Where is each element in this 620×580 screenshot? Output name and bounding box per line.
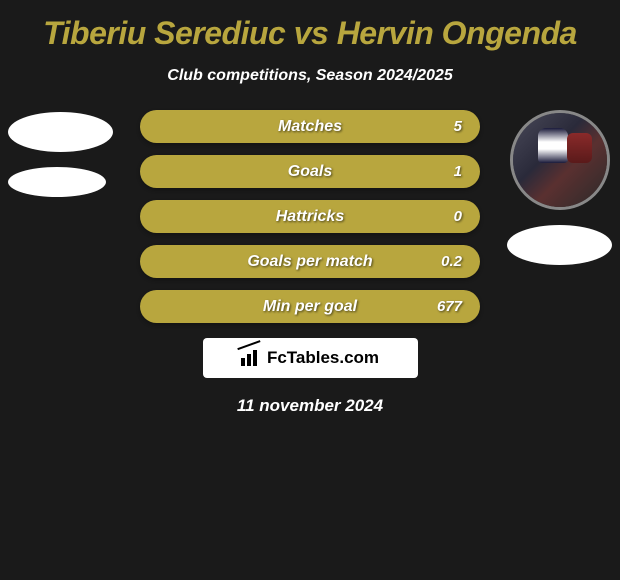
- right-avatars: [507, 110, 612, 265]
- stat-label: Goals per match: [247, 253, 372, 271]
- player-avatar-image: [513, 113, 607, 207]
- stat-bar-matches: Matches 5: [140, 110, 480, 143]
- avatar-placeholder-left-1: [8, 112, 113, 152]
- page-title: Tiberiu Serediuc vs Hervin Ongenda: [0, 15, 620, 52]
- stat-label: Matches: [278, 118, 342, 136]
- stat-label: Hattricks: [276, 208, 344, 226]
- left-avatars: [8, 112, 113, 197]
- stat-bar-hattricks: Hattricks 0: [140, 200, 480, 233]
- stat-value: 5: [454, 118, 462, 135]
- logo-text: FcTables.com: [267, 348, 379, 368]
- stat-bar-goals-per-match: Goals per match 0.2: [140, 245, 480, 278]
- logo-box[interactable]: FcTables.com: [203, 338, 418, 378]
- stat-label: Min per goal: [263, 298, 357, 316]
- stats-section: Matches 5 Goals 1 Hattricks 0 Goals per …: [0, 110, 620, 323]
- stat-value: 0: [454, 208, 462, 225]
- stat-bar-min-per-goal: Min per goal 677: [140, 290, 480, 323]
- logo-section: FcTables.com: [0, 338, 620, 378]
- date-text: 11 november 2024: [0, 396, 620, 416]
- subtitle: Club competitions, Season 2024/2025: [0, 67, 620, 85]
- stat-label: Goals: [288, 163, 332, 181]
- stat-value: 1: [454, 163, 462, 180]
- chart-icon: [241, 350, 261, 366]
- stats-bars: Matches 5 Goals 1 Hattricks 0 Goals per …: [140, 110, 480, 323]
- avatar-placeholder-right: [507, 225, 612, 265]
- stat-value: 0.2: [441, 253, 462, 270]
- stat-value: 677: [437, 298, 462, 315]
- avatar-placeholder-left-2: [8, 167, 106, 197]
- player-avatar: [510, 110, 610, 210]
- stat-bar-goals: Goals 1: [140, 155, 480, 188]
- main-container: Tiberiu Serediuc vs Hervin Ongenda Club …: [0, 0, 620, 426]
